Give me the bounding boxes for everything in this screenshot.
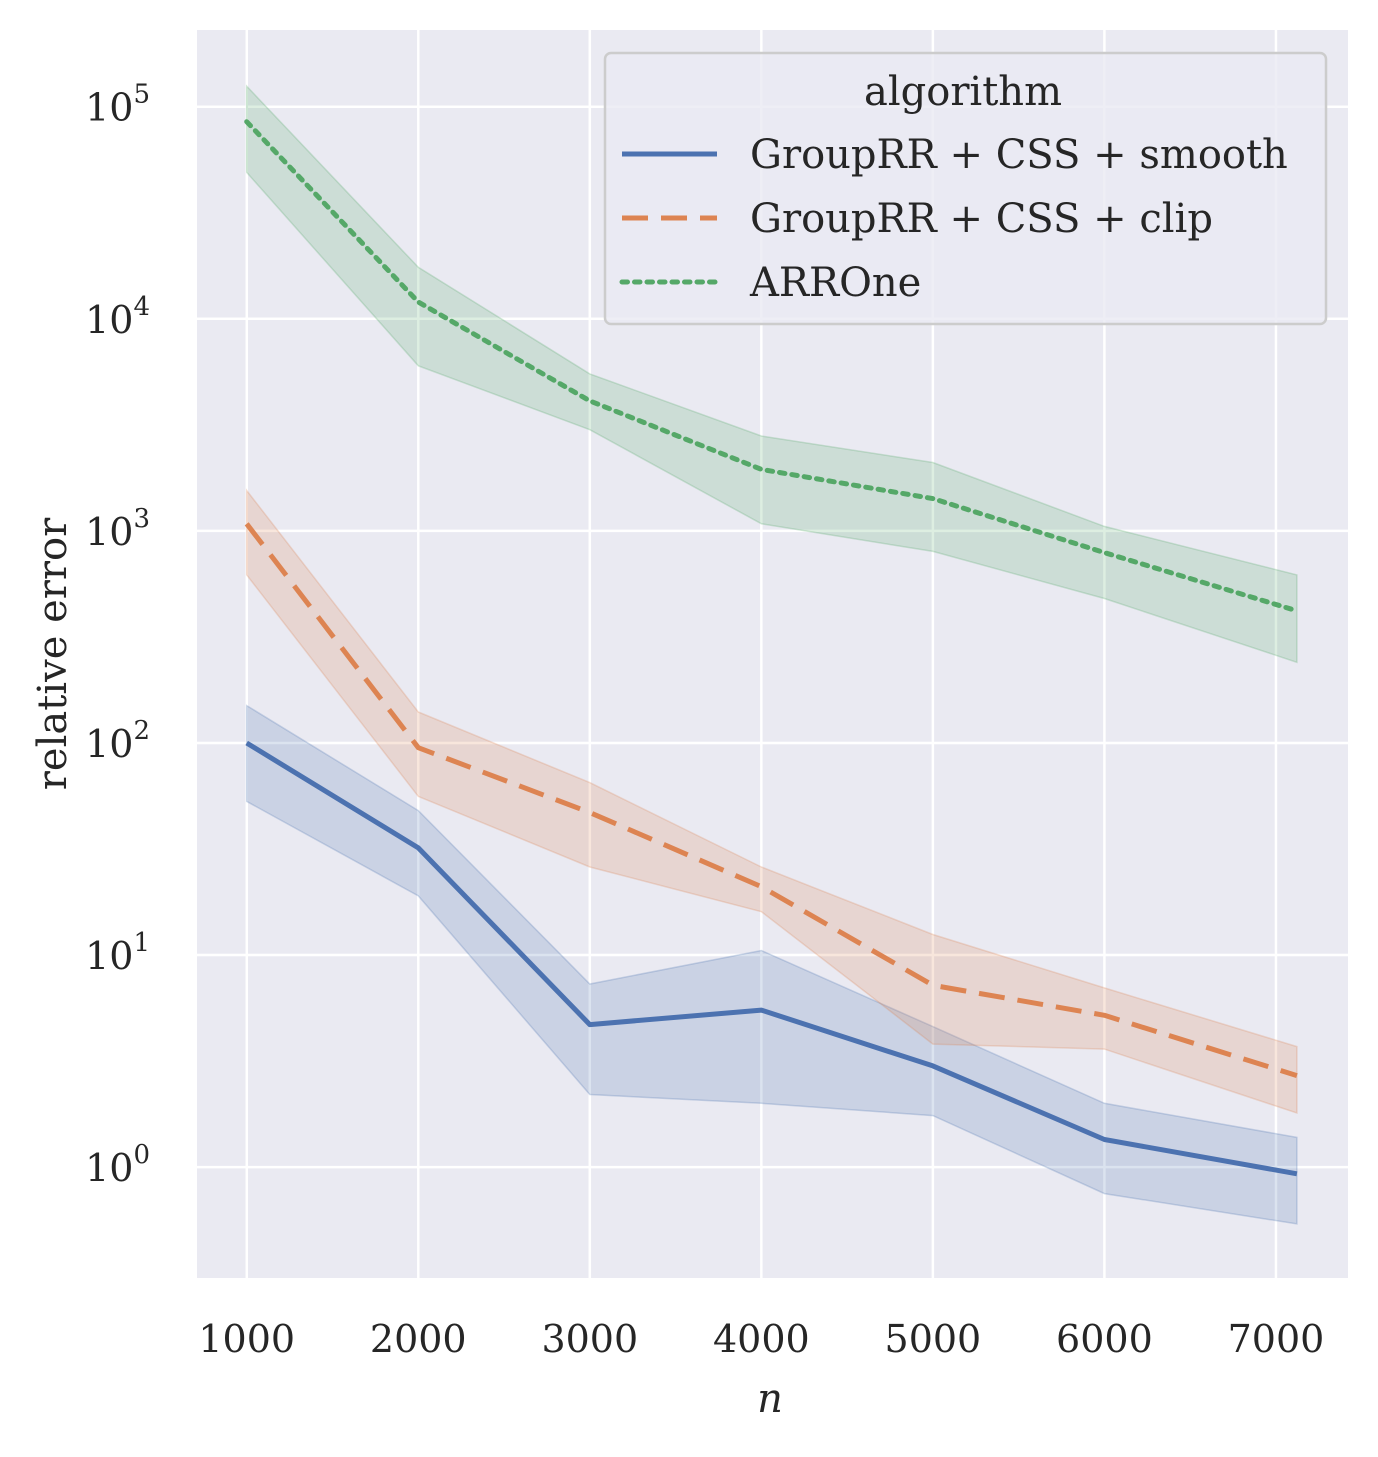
legend-entries: GroupRR + CSS + smooth GroupRR + CSS + cl… <box>619 132 1288 306</box>
x-tick-label: 4000 <box>713 1317 810 1361</box>
y-tick-label: 104 <box>85 292 150 342</box>
legend-label: GroupRR + CSS + smooth <box>750 132 1288 178</box>
y-tick-label: 101 <box>85 928 150 978</box>
x-ticks: 1000 2000 3000 4000 5000 6000 7000 <box>198 1317 1324 1361</box>
confidence-band <box>245 488 1298 1115</box>
legend-label: ARROne <box>749 260 921 306</box>
x-tick-label: 3000 <box>541 1317 638 1361</box>
x-tick-label: 2000 <box>370 1317 467 1361</box>
series-line <box>244 119 1300 614</box>
confidence-band <box>245 84 1298 664</box>
legend-title: algorithm <box>864 69 1062 115</box>
x-axis-label: n <box>757 1376 783 1422</box>
grid <box>197 30 1348 1278</box>
confidence-bands <box>245 84 1298 1225</box>
x-tick-label: 5000 <box>885 1317 982 1361</box>
series-line <box>245 740 1298 1177</box>
y-tick-label: 103 <box>85 504 150 554</box>
legend-frame <box>603 51 1328 326</box>
y-ticks: 100 101 102 103 104 105 <box>85 80 150 1190</box>
x-tick-label: 6000 <box>1056 1317 1153 1361</box>
legend: algorithm GroupRR + CSS + smoothGroupRR … <box>603 51 1328 326</box>
x-tick-label: 1000 <box>198 1317 295 1361</box>
legend-label: GroupRR + CSS + clip <box>750 196 1213 242</box>
x-tick-label: 7000 <box>1228 1317 1325 1361</box>
confidence-band <box>245 704 1298 1225</box>
y-tick-label: 100 <box>85 1140 150 1190</box>
y-tick-label: 105 <box>85 80 150 130</box>
series-line <box>244 522 1298 1078</box>
y-axis-label: relative error <box>30 517 76 790</box>
series-lines <box>244 119 1300 1177</box>
y-tick-label: 102 <box>85 716 150 766</box>
